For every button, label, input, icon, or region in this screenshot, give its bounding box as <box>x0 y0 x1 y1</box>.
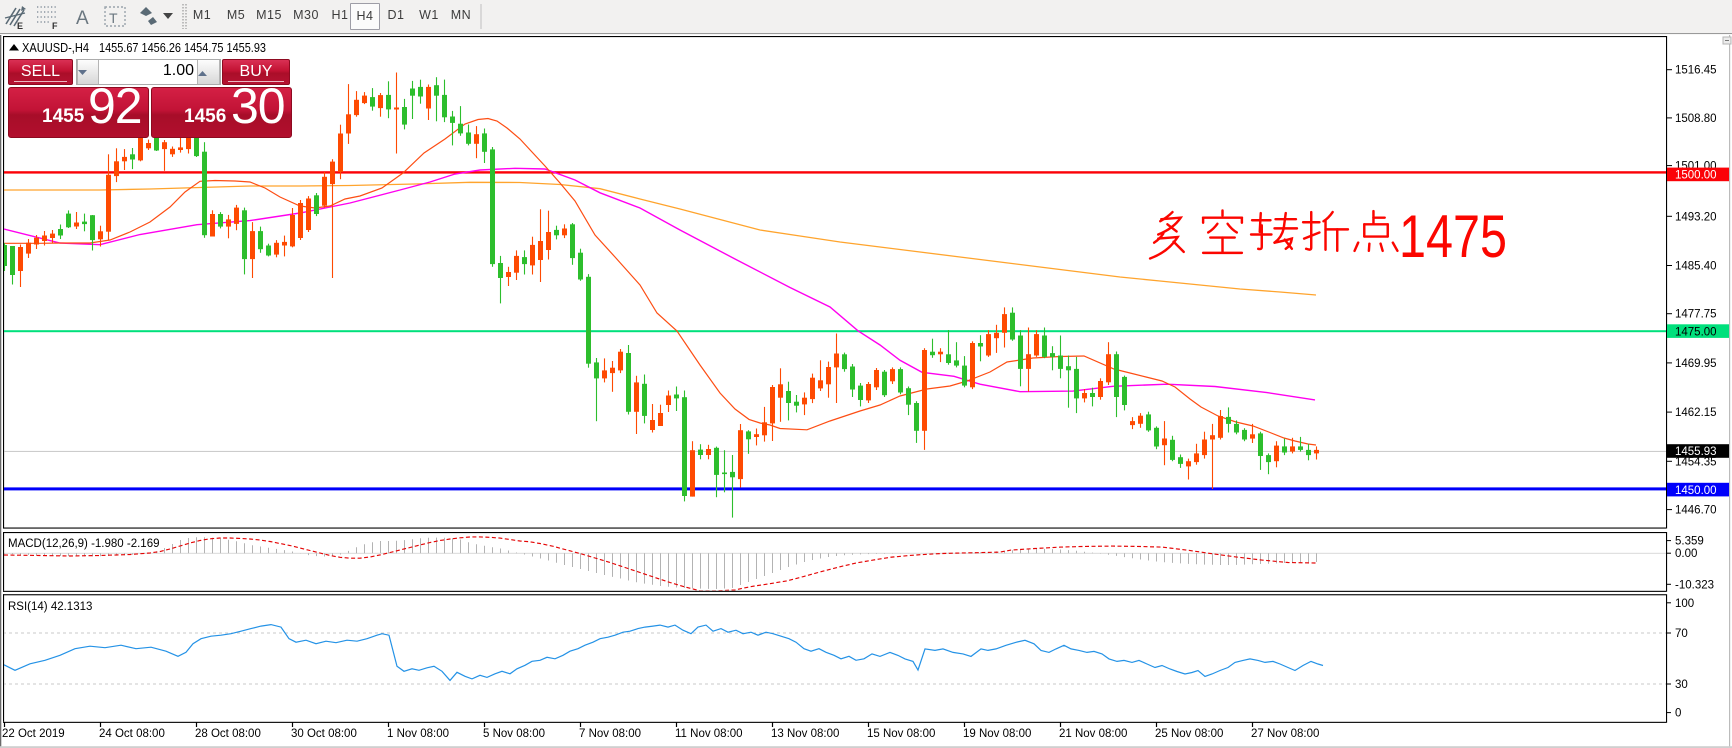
svg-text:1455.93: 1455.93 <box>1675 446 1717 458</box>
svg-text:1475: 1475 <box>1399 203 1507 270</box>
svg-text:13 Nov 08:00: 13 Nov 08:00 <box>771 728 839 740</box>
svg-text:XAUUSD-,H4: XAUUSD-,H4 <box>22 40 89 55</box>
svg-text:19 Nov 08:00: 19 Nov 08:00 <box>963 728 1031 740</box>
svg-text:T: T <box>109 10 118 26</box>
svg-text:22 Oct 2019: 22 Oct 2019 <box>2 728 65 740</box>
svg-text:0: 0 <box>1675 708 1681 720</box>
svg-text:30 Oct 08:00: 30 Oct 08:00 <box>291 728 357 740</box>
svg-text:1493.20: 1493.20 <box>1675 211 1717 223</box>
svg-text:30: 30 <box>1675 679 1688 691</box>
svg-text:1469.95: 1469.95 <box>1675 358 1717 370</box>
svg-text:F: F <box>52 21 58 31</box>
svg-text:1450.00: 1450.00 <box>1675 485 1717 497</box>
svg-text:RSI(14) 42.1313: RSI(14) 42.1313 <box>8 601 92 613</box>
svg-text:1477.75: 1477.75 <box>1675 309 1717 321</box>
svg-text:5.359: 5.359 <box>1675 536 1704 548</box>
svg-text:1 Nov 08:00: 1 Nov 08:00 <box>387 728 449 740</box>
svg-text:A: A <box>76 8 89 29</box>
svg-text:-10.323: -10.323 <box>1675 579 1714 591</box>
svg-text:5 Nov 08:00: 5 Nov 08:00 <box>483 728 545 740</box>
svg-text:0.00: 0.00 <box>1675 548 1697 560</box>
svg-text:70: 70 <box>1675 628 1688 640</box>
svg-text:7 Nov 08:00: 7 Nov 08:00 <box>579 728 641 740</box>
svg-text:1485.40: 1485.40 <box>1675 261 1717 273</box>
svg-text:1508.80: 1508.80 <box>1675 113 1717 125</box>
svg-text:100: 100 <box>1675 598 1694 610</box>
svg-text:1475.00: 1475.00 <box>1675 326 1717 338</box>
svg-text:1455.67 1456.26 1454.75 1455.9: 1455.67 1456.26 1454.75 1455.93 <box>99 40 266 55</box>
svg-text:28 Oct 08:00: 28 Oct 08:00 <box>195 728 261 740</box>
svg-text:1462.15: 1462.15 <box>1675 407 1717 419</box>
svg-text:1454.35: 1454.35 <box>1675 456 1717 468</box>
svg-text:1516.45: 1516.45 <box>1675 65 1717 77</box>
svg-text:24 Oct 08:00: 24 Oct 08:00 <box>99 728 165 740</box>
svg-text:15 Nov 08:00: 15 Nov 08:00 <box>867 728 935 740</box>
svg-text:21 Nov 08:00: 21 Nov 08:00 <box>1059 728 1127 740</box>
svg-text:11 Nov 08:00: 11 Nov 08:00 <box>675 728 743 740</box>
svg-text:1446.70: 1446.70 <box>1675 505 1717 517</box>
svg-text:25 Nov 08:00: 25 Nov 08:00 <box>1155 728 1223 740</box>
svg-text:E: E <box>17 21 23 31</box>
svg-text:MACD(12,26,9) -1.980 -2.169: MACD(12,26,9) -1.980 -2.169 <box>8 538 160 550</box>
svg-text:1500.00: 1500.00 <box>1675 170 1717 182</box>
svg-text:27 Nov 08:00: 27 Nov 08:00 <box>1251 728 1319 740</box>
